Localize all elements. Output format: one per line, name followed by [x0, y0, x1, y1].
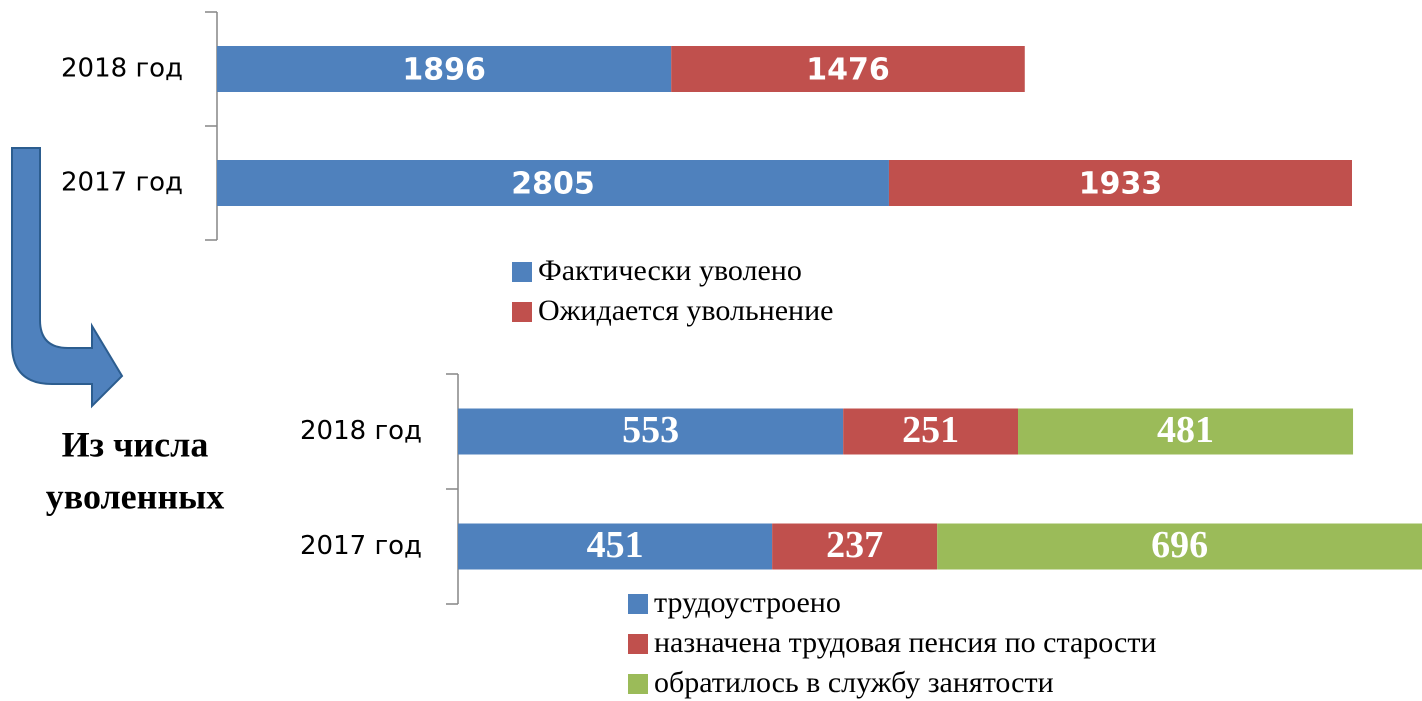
legend-swatch: [512, 302, 532, 322]
legend-swatch: [628, 674, 648, 694]
caption: уволенных: [46, 476, 225, 516]
category-label: 2018 год: [300, 416, 422, 446]
value-label: 1933: [1079, 167, 1163, 202]
bar-segment: [843, 408, 1019, 455]
arrow: [11, 147, 124, 409]
legend-swatch: [628, 594, 648, 614]
bar-segment: [671, 46, 1025, 92]
category-label: 2017 год: [61, 168, 183, 198]
legend-label: Фактически уволено: [538, 254, 802, 287]
bar-segment: [937, 523, 1422, 570]
value-label: 2805: [511, 167, 595, 202]
caption: Из числа: [62, 424, 209, 464]
value-label: 553: [622, 409, 679, 451]
bar-segment: [458, 523, 773, 570]
legend-label: Ожидается увольнение: [538, 294, 833, 327]
value-label: 696: [1151, 524, 1208, 566]
legend-label: обратилось в службу занятости: [654, 666, 1054, 699]
bar-segment: [1018, 408, 1354, 455]
bar-segment: [217, 160, 889, 206]
value-label: 251: [902, 409, 959, 451]
category-label: 2018 год: [61, 54, 183, 84]
value-label: 1896: [402, 53, 486, 88]
value-label: 451: [587, 524, 644, 566]
bar-segment: [217, 46, 672, 92]
value-label: 237: [826, 524, 883, 566]
bar-segment: [888, 160, 1352, 206]
legend-swatch: [512, 262, 532, 282]
bar-segment: [458, 408, 844, 455]
legend-swatch: [628, 634, 648, 654]
legend-label: трудоустроено: [654, 586, 841, 619]
bar-segment: [772, 523, 938, 570]
category-label: 2017 год: [300, 531, 422, 561]
legend-label: назначена трудовая пенсия по старости: [654, 626, 1157, 659]
value-label: 1476: [806, 53, 890, 88]
value-label: 481: [1157, 409, 1214, 451]
